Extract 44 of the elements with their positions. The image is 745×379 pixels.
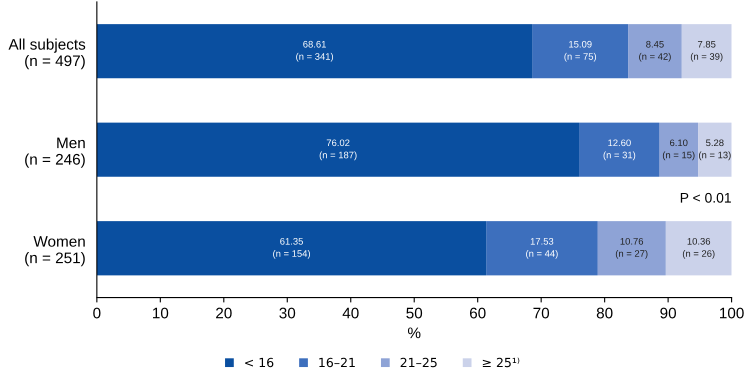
data-label: 68.61 (n = 341) bbox=[296, 40, 334, 62]
data-label: 7.85 (n = 39) bbox=[690, 40, 722, 62]
data-label: 17.53 (n = 44) bbox=[526, 238, 558, 259]
y-tick-label: Women (n = 251) bbox=[25, 236, 85, 266]
bar bbox=[666, 221, 732, 276]
x-tick-label: 10 bbox=[152, 308, 168, 318]
data-label: 10.76 (n = 27) bbox=[616, 238, 648, 259]
y-tick-label: All subjects (n = 497) bbox=[8, 38, 86, 70]
data-label: 12.60 (n = 31) bbox=[604, 139, 636, 160]
x-tick-label: 40 bbox=[342, 308, 359, 318]
x-tick-label: 50 bbox=[406, 308, 422, 318]
bar bbox=[96, 221, 486, 276]
x-tick-label: 60 bbox=[470, 308, 486, 318]
x-tick-label: 90 bbox=[660, 308, 676, 318]
legend-label: ≥ 25¹⁾ bbox=[482, 358, 520, 368]
data-label: 5.28 (n = 13) bbox=[699, 139, 731, 160]
data-label: 15.09 (n = 75) bbox=[564, 40, 596, 62]
bar bbox=[659, 122, 698, 177]
x-axis-title: % bbox=[408, 328, 420, 338]
bar bbox=[682, 24, 732, 78]
data-label: 8.45 (n = 42) bbox=[639, 40, 671, 62]
y-tick-label: Men (n = 246) bbox=[25, 138, 85, 168]
x-tick-label: 80 bbox=[596, 308, 613, 318]
data-label: 10.36 (n = 26) bbox=[682, 238, 715, 259]
legend-label: 21–25 bbox=[400, 358, 437, 368]
x-tick-label: 20 bbox=[216, 308, 232, 318]
x-tick-label: 70 bbox=[533, 308, 550, 318]
x-tick-label: 30 bbox=[279, 308, 296, 318]
bar bbox=[486, 221, 598, 276]
data-label: 6.10 (n = 15) bbox=[662, 139, 695, 160]
bar bbox=[579, 122, 660, 177]
bar bbox=[628, 24, 682, 78]
annotation: P < 0.01 bbox=[680, 192, 731, 203]
data-label: 61.35 (n = 154) bbox=[273, 238, 310, 259]
x-tick-label: 100 bbox=[720, 308, 744, 318]
legend-label: < 16 bbox=[245, 358, 274, 368]
bar bbox=[598, 221, 666, 276]
data-label: 76.02 (n = 187) bbox=[320, 139, 357, 160]
legend-label: 16–21 bbox=[319, 358, 355, 368]
x-tick-label: 0 bbox=[93, 308, 100, 318]
bar bbox=[532, 24, 628, 78]
bar bbox=[698, 122, 732, 177]
bar bbox=[96, 122, 580, 177]
bar bbox=[96, 24, 532, 78]
